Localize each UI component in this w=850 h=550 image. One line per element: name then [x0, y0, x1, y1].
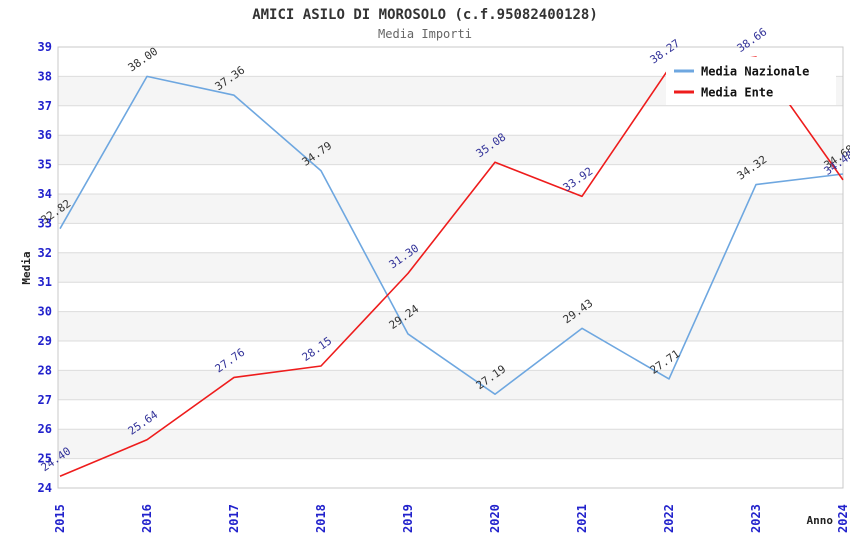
plot-frame	[57, 46, 844, 489]
plot-band	[58, 399, 843, 430]
legend-box	[666, 57, 836, 105]
y-tick-label: 38	[38, 69, 52, 83]
y-tick-label: 25	[38, 452, 52, 466]
y-tick-label: 30	[38, 305, 52, 319]
x-tick-label: 2024	[836, 504, 850, 533]
plot-band	[58, 311, 843, 341]
y-axis-label: Media	[20, 251, 33, 284]
y-tick-label: 39	[38, 40, 52, 54]
plot-band	[58, 252, 843, 283]
x-tick-label: 2018	[314, 504, 328, 533]
x-tick-label: 2015	[53, 504, 67, 533]
series-line-0	[59, 75, 844, 396]
x-tick-label: 2017	[227, 504, 241, 533]
y-tick-label: 31	[38, 275, 52, 289]
x-tick-label: 2021	[575, 504, 589, 533]
x-tick-label: 2023	[749, 504, 763, 533]
plot-band	[58, 341, 843, 371]
x-tick-label: 2022	[662, 504, 676, 533]
x-tick-label: 2016	[140, 504, 154, 533]
y-tick-label: 36	[38, 128, 52, 142]
x-tick-label: 2020	[488, 504, 502, 533]
plot-band	[58, 429, 843, 459]
plot-band	[58, 223, 843, 253]
plot-band	[58, 282, 843, 312]
y-tick-label: 33	[38, 216, 52, 230]
legend-item-label: Media Ente	[701, 86, 773, 100]
plot-band	[58, 135, 843, 165]
y-tick-label: 28	[38, 363, 52, 377]
chart-title: AMICI ASILO DI MOROSOLO (c.f.95082400128…	[252, 7, 598, 23]
x-tick-label: 2019	[401, 504, 415, 533]
y-tick-label: 29	[38, 334, 52, 348]
y-tick-label: 24	[38, 481, 52, 495]
plot-band	[58, 164, 843, 194]
plot-band	[58, 458, 843, 488]
y-tick-label: 37	[38, 99, 52, 113]
plot-band	[58, 105, 843, 136]
y-tick-label: 32	[38, 246, 52, 260]
y-tick-label: 35	[38, 158, 52, 172]
legend-item-1[interactable]: Media Ente	[674, 86, 773, 100]
legend-item-label: Media Nazionale	[701, 65, 809, 79]
y-tick-label: 26	[38, 422, 52, 436]
legend-item-0[interactable]: Media Nazionale	[674, 65, 809, 79]
x-axis-label: Anno	[807, 514, 834, 527]
plot-band	[58, 370, 843, 400]
chart-subtitle: Media Importi	[378, 27, 472, 41]
y-tick-label: 34	[38, 187, 52, 201]
legend: Media Nazionale Media Ente	[666, 57, 836, 105]
y-tick-label: 27	[38, 393, 52, 407]
